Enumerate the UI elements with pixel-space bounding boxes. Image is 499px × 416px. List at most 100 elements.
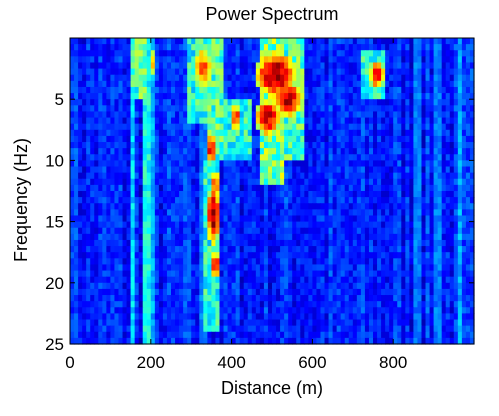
heatmap-cell — [340, 325, 346, 333]
heatmap-cell — [356, 99, 362, 106]
heatmap-cell — [70, 44, 75, 51]
heatmap-cell — [142, 221, 148, 229]
heatmap-cell — [320, 166, 326, 174]
heatmap-cell — [469, 74, 475, 82]
heatmap-cell — [461, 80, 467, 88]
heatmap-cell — [207, 80, 212, 88]
heatmap-cell — [215, 252, 221, 259]
heatmap-cell — [348, 246, 354, 253]
heatmap-cell — [227, 117, 233, 125]
heatmap-cell — [255, 282, 261, 290]
heatmap-cell — [106, 178, 111, 186]
heatmap-cell — [90, 178, 95, 186]
heatmap-cell — [284, 331, 289, 339]
heatmap-cell — [251, 295, 257, 302]
heatmap-cell — [158, 62, 164, 70]
heatmap-cell — [377, 258, 382, 266]
heatmap-cell — [457, 111, 463, 119]
heatmap-cell — [385, 252, 390, 259]
heatmap-cell — [90, 86, 95, 94]
heatmap-cell — [175, 129, 180, 137]
heatmap-cell — [300, 203, 305, 210]
heatmap-cell — [352, 154, 358, 161]
heatmap-cell — [437, 239, 443, 247]
heatmap-cell — [397, 86, 402, 94]
heatmap-cell — [425, 50, 431, 57]
heatmap-cell — [215, 135, 221, 143]
heatmap-cell — [74, 301, 79, 308]
heatmap-cell — [175, 99, 180, 106]
heatmap-cell — [82, 301, 87, 308]
heatmap-cell — [445, 178, 451, 186]
heatmap-cell — [150, 50, 156, 57]
heatmap-cell — [344, 215, 350, 223]
heatmap-cell — [344, 221, 350, 229]
heatmap-cell — [292, 246, 297, 253]
heatmap-cell — [344, 44, 350, 51]
heatmap-cell — [276, 111, 281, 119]
heatmap-cell — [288, 301, 293, 308]
heatmap-cell — [162, 209, 168, 217]
heatmap-cell — [461, 203, 467, 210]
heatmap-cell — [453, 44, 459, 51]
heatmap-cell — [114, 191, 120, 198]
heatmap-cell — [102, 160, 107, 168]
heatmap-cell — [179, 93, 184, 100]
heatmap-cell — [356, 282, 362, 290]
heatmap-cell — [146, 221, 152, 229]
heatmap-cell — [328, 233, 334, 241]
heatmap-cell — [166, 221, 172, 229]
heatmap-cell — [381, 148, 386, 155]
heatmap-cell — [114, 331, 120, 339]
heatmap-cell — [138, 74, 144, 82]
heatmap-cell — [417, 99, 423, 106]
heatmap-cell — [413, 209, 419, 217]
heatmap-cell — [118, 86, 124, 94]
heatmap-cell — [255, 93, 261, 100]
heatmap-cell — [332, 221, 338, 229]
heatmap-cell — [280, 80, 285, 88]
heatmap-cell — [154, 246, 160, 253]
heatmap-cell — [389, 227, 394, 235]
heatmap-cell — [320, 203, 326, 210]
heatmap-cell — [328, 282, 334, 290]
heatmap-cell — [243, 148, 249, 155]
heatmap-cell — [215, 56, 221, 64]
heatmap-cell — [292, 172, 297, 180]
heatmap-cell — [437, 282, 443, 290]
heatmap-cell — [332, 307, 338, 314]
heatmap-cell — [130, 68, 136, 76]
heatmap-cell — [243, 154, 249, 161]
heatmap-cell — [235, 44, 241, 51]
heatmap-cell — [381, 227, 386, 235]
heatmap-cell — [429, 56, 435, 64]
heatmap-cell — [336, 86, 342, 94]
heatmap-cell — [272, 117, 277, 125]
heatmap-cell — [94, 313, 99, 321]
heatmap-cell — [385, 227, 390, 235]
heatmap-cell — [421, 62, 427, 70]
heatmap-cell — [360, 295, 366, 302]
heatmap-cell — [162, 337, 168, 345]
heatmap-cell — [134, 258, 140, 266]
heatmap-cell — [219, 227, 225, 235]
heatmap-cell — [211, 337, 217, 345]
heatmap-cell — [142, 74, 148, 82]
heatmap-cell — [324, 142, 330, 149]
heatmap-cell — [320, 209, 326, 217]
heatmap-cell — [215, 105, 221, 113]
heatmap-cell — [227, 38, 233, 45]
heatmap-cell — [316, 191, 322, 198]
heatmap-cell — [154, 301, 160, 308]
heatmap-cell — [425, 246, 431, 253]
heatmap-cell — [437, 313, 443, 321]
heatmap-cell — [385, 209, 390, 217]
heatmap-cell — [284, 80, 289, 88]
heatmap-cell — [114, 337, 120, 345]
heatmap-cell — [86, 117, 91, 125]
heatmap-cell — [142, 99, 148, 106]
heatmap-cell — [267, 227, 273, 235]
heatmap-cell — [433, 99, 439, 106]
heatmap-cell — [146, 295, 152, 302]
heatmap-cell — [171, 270, 176, 278]
